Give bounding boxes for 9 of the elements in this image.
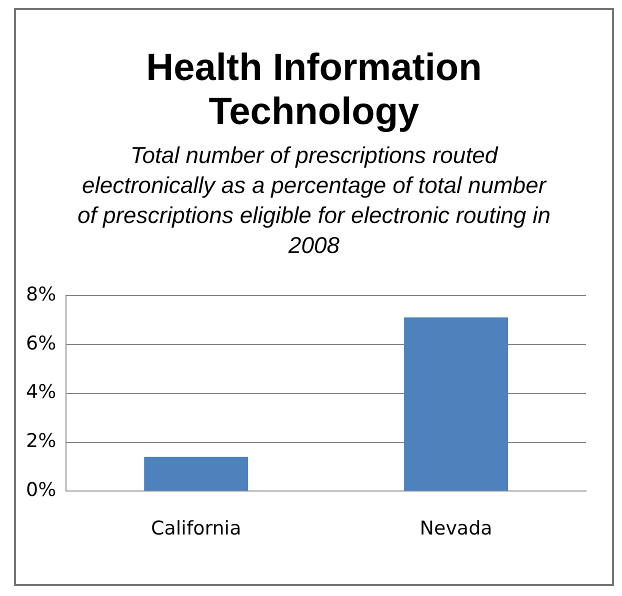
y-tick-label: 2%	[26, 430, 56, 452]
chart-subtitle: Total number of prescriptions routed electronically as a percentage of total number of prescriptions eligible for electronic routing in 2008	[76, 141, 552, 260]
chart-title: Health Information Technology	[145, 46, 483, 134]
x-tick-label: Nevada	[420, 518, 492, 540]
y-tick-label: 0%	[26, 479, 56, 502]
y-tick-label: 8%	[26, 283, 56, 306]
y-tick-label: 6%	[26, 332, 56, 354]
x-tick-label: California	[150, 518, 242, 540]
y-tick-label: 4%	[26, 381, 56, 404]
